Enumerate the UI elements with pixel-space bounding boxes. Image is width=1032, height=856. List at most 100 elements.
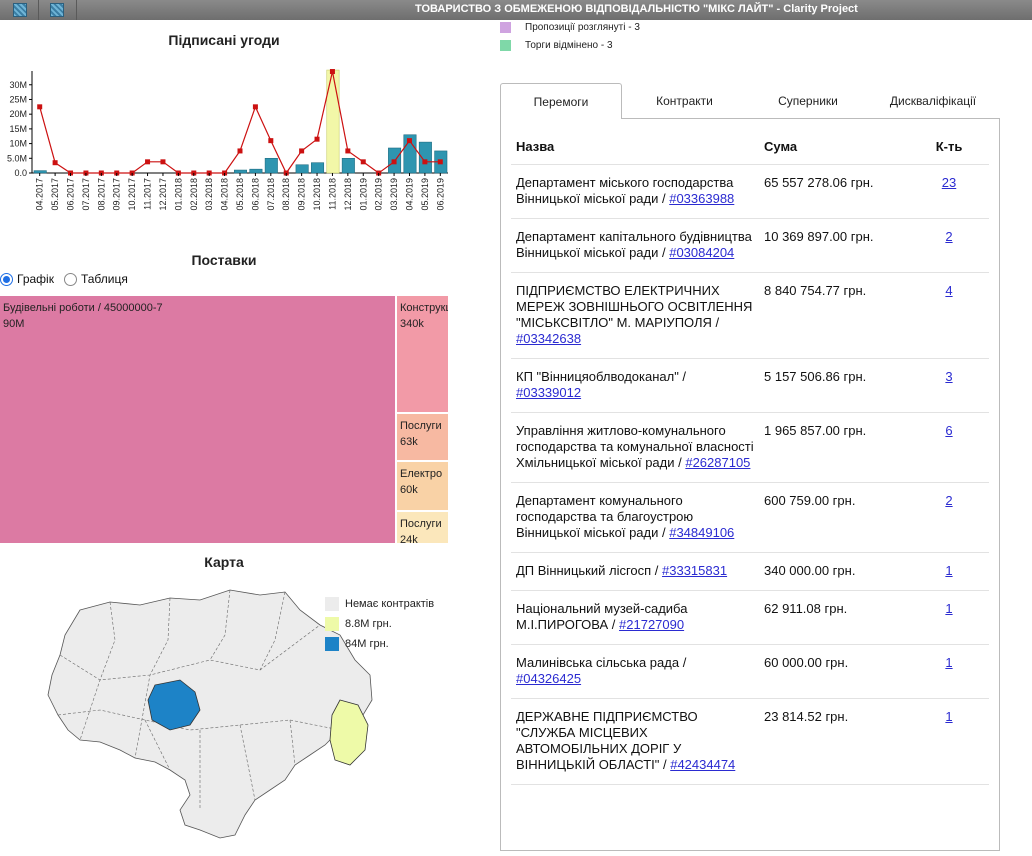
vinnytsia-region[interactable] [147, 679, 201, 731]
x-tick-label: 09.2017 [112, 178, 122, 211]
table-row: Департамент міського господарства Вінниц… [511, 164, 989, 219]
sum-cell: 8 840 754.77 грн. [759, 272, 909, 359]
treemap-cell[interactable]: Електро 60k [397, 462, 448, 511]
bar [264, 157, 278, 174]
buyer-code-link[interactable]: #03342638 [516, 331, 582, 346]
legend-label: 8.8M грн. [345, 618, 392, 630]
buyer-name: Департамент комунального господарства та… [516, 493, 694, 540]
count-link[interactable]: 1 [945, 655, 953, 670]
legend-swatch [325, 637, 339, 651]
treemap-cell[interactable]: Послуги 63k [397, 414, 448, 461]
buyer-code-link[interactable]: #04326425 [516, 671, 582, 686]
buyer-code-link[interactable]: #26287105 [685, 455, 751, 470]
buyer-code-link[interactable]: #34849106 [669, 525, 735, 540]
treemap-value: 340k [400, 318, 424, 330]
buyer-name: Департамент міського господарства Вінниц… [516, 175, 734, 206]
x-tick-label: 09.2018 [297, 178, 307, 211]
supplies-treemap: Будівельні роботи / 45000000-7 90M Конст… [0, 296, 448, 543]
table-row: ПІДПРИЄМСТВО ЕЛЕКТРИЧНИХ МЕРЕЖ ЗОВНІШНЬО… [511, 272, 989, 359]
radio-table-label[interactable]: Таблиця [80, 272, 128, 286]
buyer-cell: ДЕРЖАВНЕ ПІДПРИЄМСТВО "СЛУЖБА МІСЦЕВИХ А… [511, 698, 759, 785]
donetsk-region[interactable] [329, 699, 369, 766]
buyer-code-link[interactable]: #21727090 [619, 617, 685, 632]
buyer-cell: ДП Вінницький лісгосп / #33315831 [511, 552, 759, 591]
x-tick-label: 07.2018 [266, 178, 276, 211]
x-tick-label: 02.2018 [189, 178, 199, 211]
treemap-cell[interactable]: Конструкц 340k [397, 296, 448, 413]
tab-competitors[interactable]: Суперники [778, 94, 838, 108]
count-link[interactable]: 1 [945, 709, 953, 724]
map-borders [57, 589, 341, 810]
app-icon-button-2[interactable] [42, 1, 72, 19]
header-sum: Сума [759, 129, 909, 165]
count-link[interactable]: 3 [945, 369, 953, 384]
radio-chart-label[interactable]: Графік [17, 272, 54, 286]
buyer-code-link[interactable]: #03363988 [669, 191, 735, 206]
legend-item: 8.8M грн. [325, 614, 434, 634]
legend-label: 84M грн. [345, 638, 389, 650]
sum-cell: 60 000.00 грн. [759, 644, 909, 699]
tab-contracts[interactable]: Контракти [656, 94, 713, 108]
count-cell: 1 [909, 698, 989, 785]
count-link[interactable]: 1 [945, 601, 953, 616]
count-link[interactable]: 6 [945, 423, 953, 438]
radio-chart[interactable] [0, 272, 13, 286]
buyer-code-link[interactable]: #03339012 [516, 385, 582, 400]
treemap-value: 90M [3, 318, 25, 330]
tab-wins[interactable]: Перемоги [500, 83, 622, 119]
legend-swatch [325, 597, 339, 611]
line-point [391, 159, 397, 165]
bar [295, 164, 309, 174]
count-cell: 2 [909, 218, 989, 273]
count-cell: 23 [909, 164, 989, 219]
x-tick-label: 05.2017 [50, 178, 60, 211]
x-tick-label: 10.2018 [312, 178, 322, 211]
buyer-cell: Управління житлово-комунального господар… [511, 412, 759, 483]
line-point [437, 159, 443, 165]
x-tick-label: 12.2017 [158, 178, 168, 211]
radio-table[interactable] [63, 272, 77, 286]
tab-disqualifications[interactable]: Дискваліфікації [889, 94, 977, 108]
table-row: Малинівська сільська рада / #04326425 60 … [511, 644, 989, 699]
count-link[interactable]: 2 [945, 493, 953, 508]
x-tick-label: 11.2017 [143, 178, 153, 210]
buyer-code-link[interactable]: #33315831 [662, 563, 728, 578]
status-legend: Пропозиції розглянуті - 3 Торги відмінен… [500, 18, 640, 54]
treemap-value: 60k [400, 484, 418, 496]
window-title: ТОВАРИСТВО З ОБМЕЖЕНОЮ ВІДПОВІДАЛЬНІСТЮ … [415, 3, 858, 15]
legend-label: Пропозиції розглянуті - 3 [525, 21, 640, 33]
x-tick-label: 04.2017 [35, 178, 45, 211]
legend-swatch [500, 39, 511, 51]
buyer-code-link[interactable]: #03084204 [669, 245, 735, 260]
app-icon-button[interactable] [5, 1, 35, 19]
wins-table: Назва Сума К-ть Департамент міського гос… [511, 129, 989, 785]
count-link[interactable]: 4 [945, 283, 953, 298]
bar [326, 69, 340, 174]
bar [311, 162, 325, 174]
treemap-label: Конструкц [400, 302, 448, 314]
table-row: ДЕРЖАВНЕ ПІДПРИЄМСТВО "СЛУЖБА МІСЦЕВИХ А… [511, 698, 989, 785]
count-link[interactable]: 1 [945, 563, 953, 578]
count-cell: 3 [909, 358, 989, 413]
buyer-code-link[interactable]: #42434474 [670, 757, 736, 772]
line-point [52, 160, 58, 166]
count-cell: 6 [909, 412, 989, 483]
header-name: Назва [511, 129, 759, 165]
count-cell: 1 [909, 644, 989, 699]
y-tick-label: 10M [9, 139, 27, 149]
buyer-cell: Малинівська сільська рада / #04326425 [511, 644, 759, 699]
sum-cell: 62 911.08 грн. [759, 590, 909, 645]
divider [38, 0, 39, 20]
treemap-cell[interactable]: Послуги 24k [397, 512, 448, 543]
count-link[interactable]: 23 [941, 175, 957, 190]
table-row: Управління житлово-комунального господар… [511, 412, 989, 483]
x-tick-label: 08.2018 [281, 178, 291, 211]
buyer-name: Національний музей-садиба М.І.ПИРОГОВА / [516, 601, 688, 632]
map-country [47, 589, 373, 839]
treemap-cell[interactable]: Будівельні роботи / 45000000-7 90M [0, 296, 396, 543]
signed-chart: 0.0 5.0M 10M 15M 20M 25M 30M 04.2017 05.2017 06.2… [7, 69, 448, 211]
x-tick-label: 01.2019 [358, 178, 368, 211]
x-tick-label: 03.2019 [389, 178, 399, 211]
count-link[interactable]: 2 [945, 229, 953, 244]
legend-swatch [325, 617, 339, 631]
